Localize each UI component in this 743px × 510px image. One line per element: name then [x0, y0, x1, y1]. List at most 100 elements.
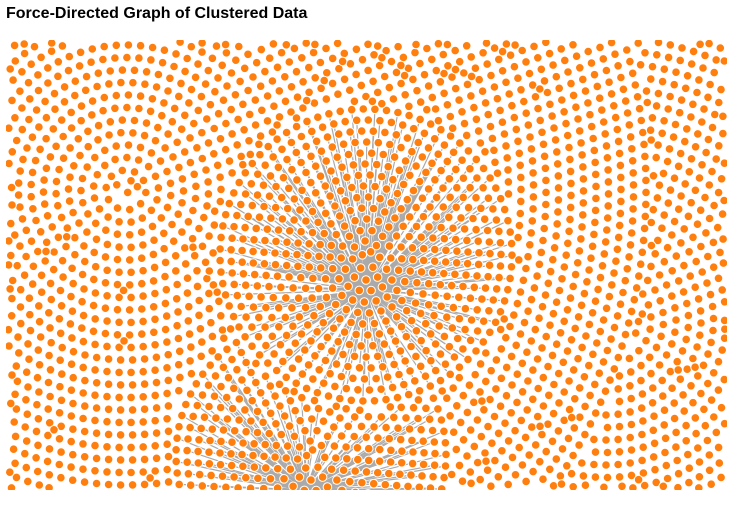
graph-node[interactable] — [150, 365, 160, 376]
graph-node[interactable] — [250, 120, 261, 130]
graph-node[interactable] — [147, 94, 158, 104]
graph-node[interactable] — [13, 332, 23, 342]
graph-node[interactable] — [310, 351, 320, 361]
graph-node[interactable] — [479, 214, 490, 224]
graph-node[interactable] — [184, 329, 195, 339]
graph-node[interactable] — [690, 362, 700, 373]
graph-node[interactable] — [485, 173, 495, 183]
graph-node[interactable] — [17, 214, 28, 224]
graph-node[interactable] — [260, 66, 270, 77]
graph-node[interactable] — [303, 360, 314, 370]
graph-node[interactable] — [367, 96, 378, 107]
graph-node[interactable] — [598, 54, 609, 64]
graph-node[interactable] — [32, 372, 43, 383]
graph-node[interactable] — [625, 407, 635, 417]
graph-node[interactable] — [719, 297, 727, 307]
graph-node[interactable] — [190, 193, 201, 204]
graph-node[interactable] — [209, 149, 219, 159]
graph-node[interactable] — [247, 322, 257, 332]
graph-node[interactable] — [470, 369, 481, 380]
graph-node[interactable] — [481, 40, 492, 48]
graph-node[interactable] — [511, 340, 522, 351]
graph-node[interactable] — [204, 303, 215, 314]
graph-node[interactable] — [718, 258, 727, 268]
graph-node[interactable] — [398, 52, 409, 63]
graph-node[interactable] — [223, 372, 234, 383]
graph-node[interactable] — [394, 369, 404, 380]
graph-node[interactable] — [533, 52, 543, 63]
graph-node[interactable] — [476, 203, 486, 214]
graph-node[interactable] — [683, 322, 694, 333]
graph-node[interactable] — [23, 382, 33, 392]
graph-node[interactable] — [396, 242, 406, 252]
graph-node[interactable] — [527, 156, 538, 166]
graph-node[interactable] — [231, 337, 242, 348]
graph-node[interactable] — [103, 404, 114, 415]
graph-node[interactable] — [465, 293, 476, 304]
graph-node[interactable] — [590, 205, 601, 216]
graph-node[interactable] — [126, 242, 136, 253]
graph-node[interactable] — [51, 141, 61, 152]
graph-node[interactable] — [391, 231, 402, 241]
graph-node[interactable] — [586, 58, 597, 68]
graph-node[interactable] — [714, 97, 724, 108]
graph-node[interactable] — [592, 81, 603, 92]
graph-node[interactable] — [232, 290, 243, 301]
graph-node[interactable] — [627, 144, 637, 154]
graph-node[interactable] — [458, 173, 469, 183]
graph-node[interactable] — [272, 483, 283, 490]
graph-node[interactable] — [517, 387, 528, 397]
graph-node[interactable] — [243, 211, 253, 222]
graph-node[interactable] — [658, 319, 669, 330]
graph-node[interactable] — [227, 354, 237, 365]
graph-node[interactable] — [551, 339, 562, 350]
graph-node[interactable] — [712, 222, 723, 233]
graph-node[interactable] — [669, 398, 680, 408]
graph-node[interactable] — [287, 164, 297, 175]
graph-node[interactable] — [272, 463, 283, 474]
graph-node[interactable] — [661, 350, 672, 360]
graph-node[interactable] — [591, 193, 601, 204]
graph-node[interactable] — [248, 450, 258, 461]
graph-node[interactable] — [369, 422, 379, 432]
graph-node[interactable] — [115, 405, 126, 415]
graph-node[interactable] — [101, 182, 111, 193]
graph-node[interactable] — [504, 89, 515, 99]
graph-node[interactable] — [237, 257, 247, 267]
graph-node[interactable] — [73, 134, 84, 144]
graph-node[interactable] — [397, 254, 407, 264]
graph-node[interactable] — [90, 339, 100, 350]
graph-node[interactable] — [641, 86, 652, 96]
graph-node[interactable] — [292, 92, 303, 103]
graph-node[interactable] — [606, 334, 616, 344]
graph-node[interactable] — [135, 198, 146, 209]
graph-node[interactable] — [114, 442, 124, 453]
graph-node[interactable] — [491, 284, 502, 294]
graph-node[interactable] — [197, 337, 207, 347]
graph-node[interactable] — [78, 439, 88, 449]
graph-node[interactable] — [7, 147, 18, 157]
graph-node[interactable] — [186, 368, 197, 379]
graph-node[interactable] — [451, 164, 461, 175]
graph-node[interactable] — [513, 136, 523, 147]
graph-node[interactable] — [539, 151, 550, 162]
graph-node[interactable] — [327, 283, 338, 293]
graph-node[interactable] — [38, 187, 49, 197]
graph-node[interactable] — [494, 272, 504, 283]
graph-node[interactable] — [103, 194, 114, 205]
graph-node[interactable] — [697, 160, 707, 170]
graph-node[interactable] — [452, 182, 462, 193]
graph-node[interactable] — [646, 74, 656, 84]
graph-node[interactable] — [631, 283, 642, 293]
graph-node[interactable] — [114, 392, 124, 403]
graph-node[interactable] — [161, 284, 172, 295]
graph-node[interactable] — [364, 385, 375, 395]
graph-node[interactable] — [57, 41, 68, 51]
graph-node[interactable] — [496, 249, 506, 260]
graph-node[interactable] — [509, 310, 519, 320]
graph-node[interactable] — [690, 142, 701, 152]
graph-node[interactable] — [505, 273, 515, 284]
graph-node[interactable] — [528, 192, 539, 202]
graph-node[interactable] — [708, 368, 719, 378]
graph-node[interactable] — [634, 271, 644, 281]
